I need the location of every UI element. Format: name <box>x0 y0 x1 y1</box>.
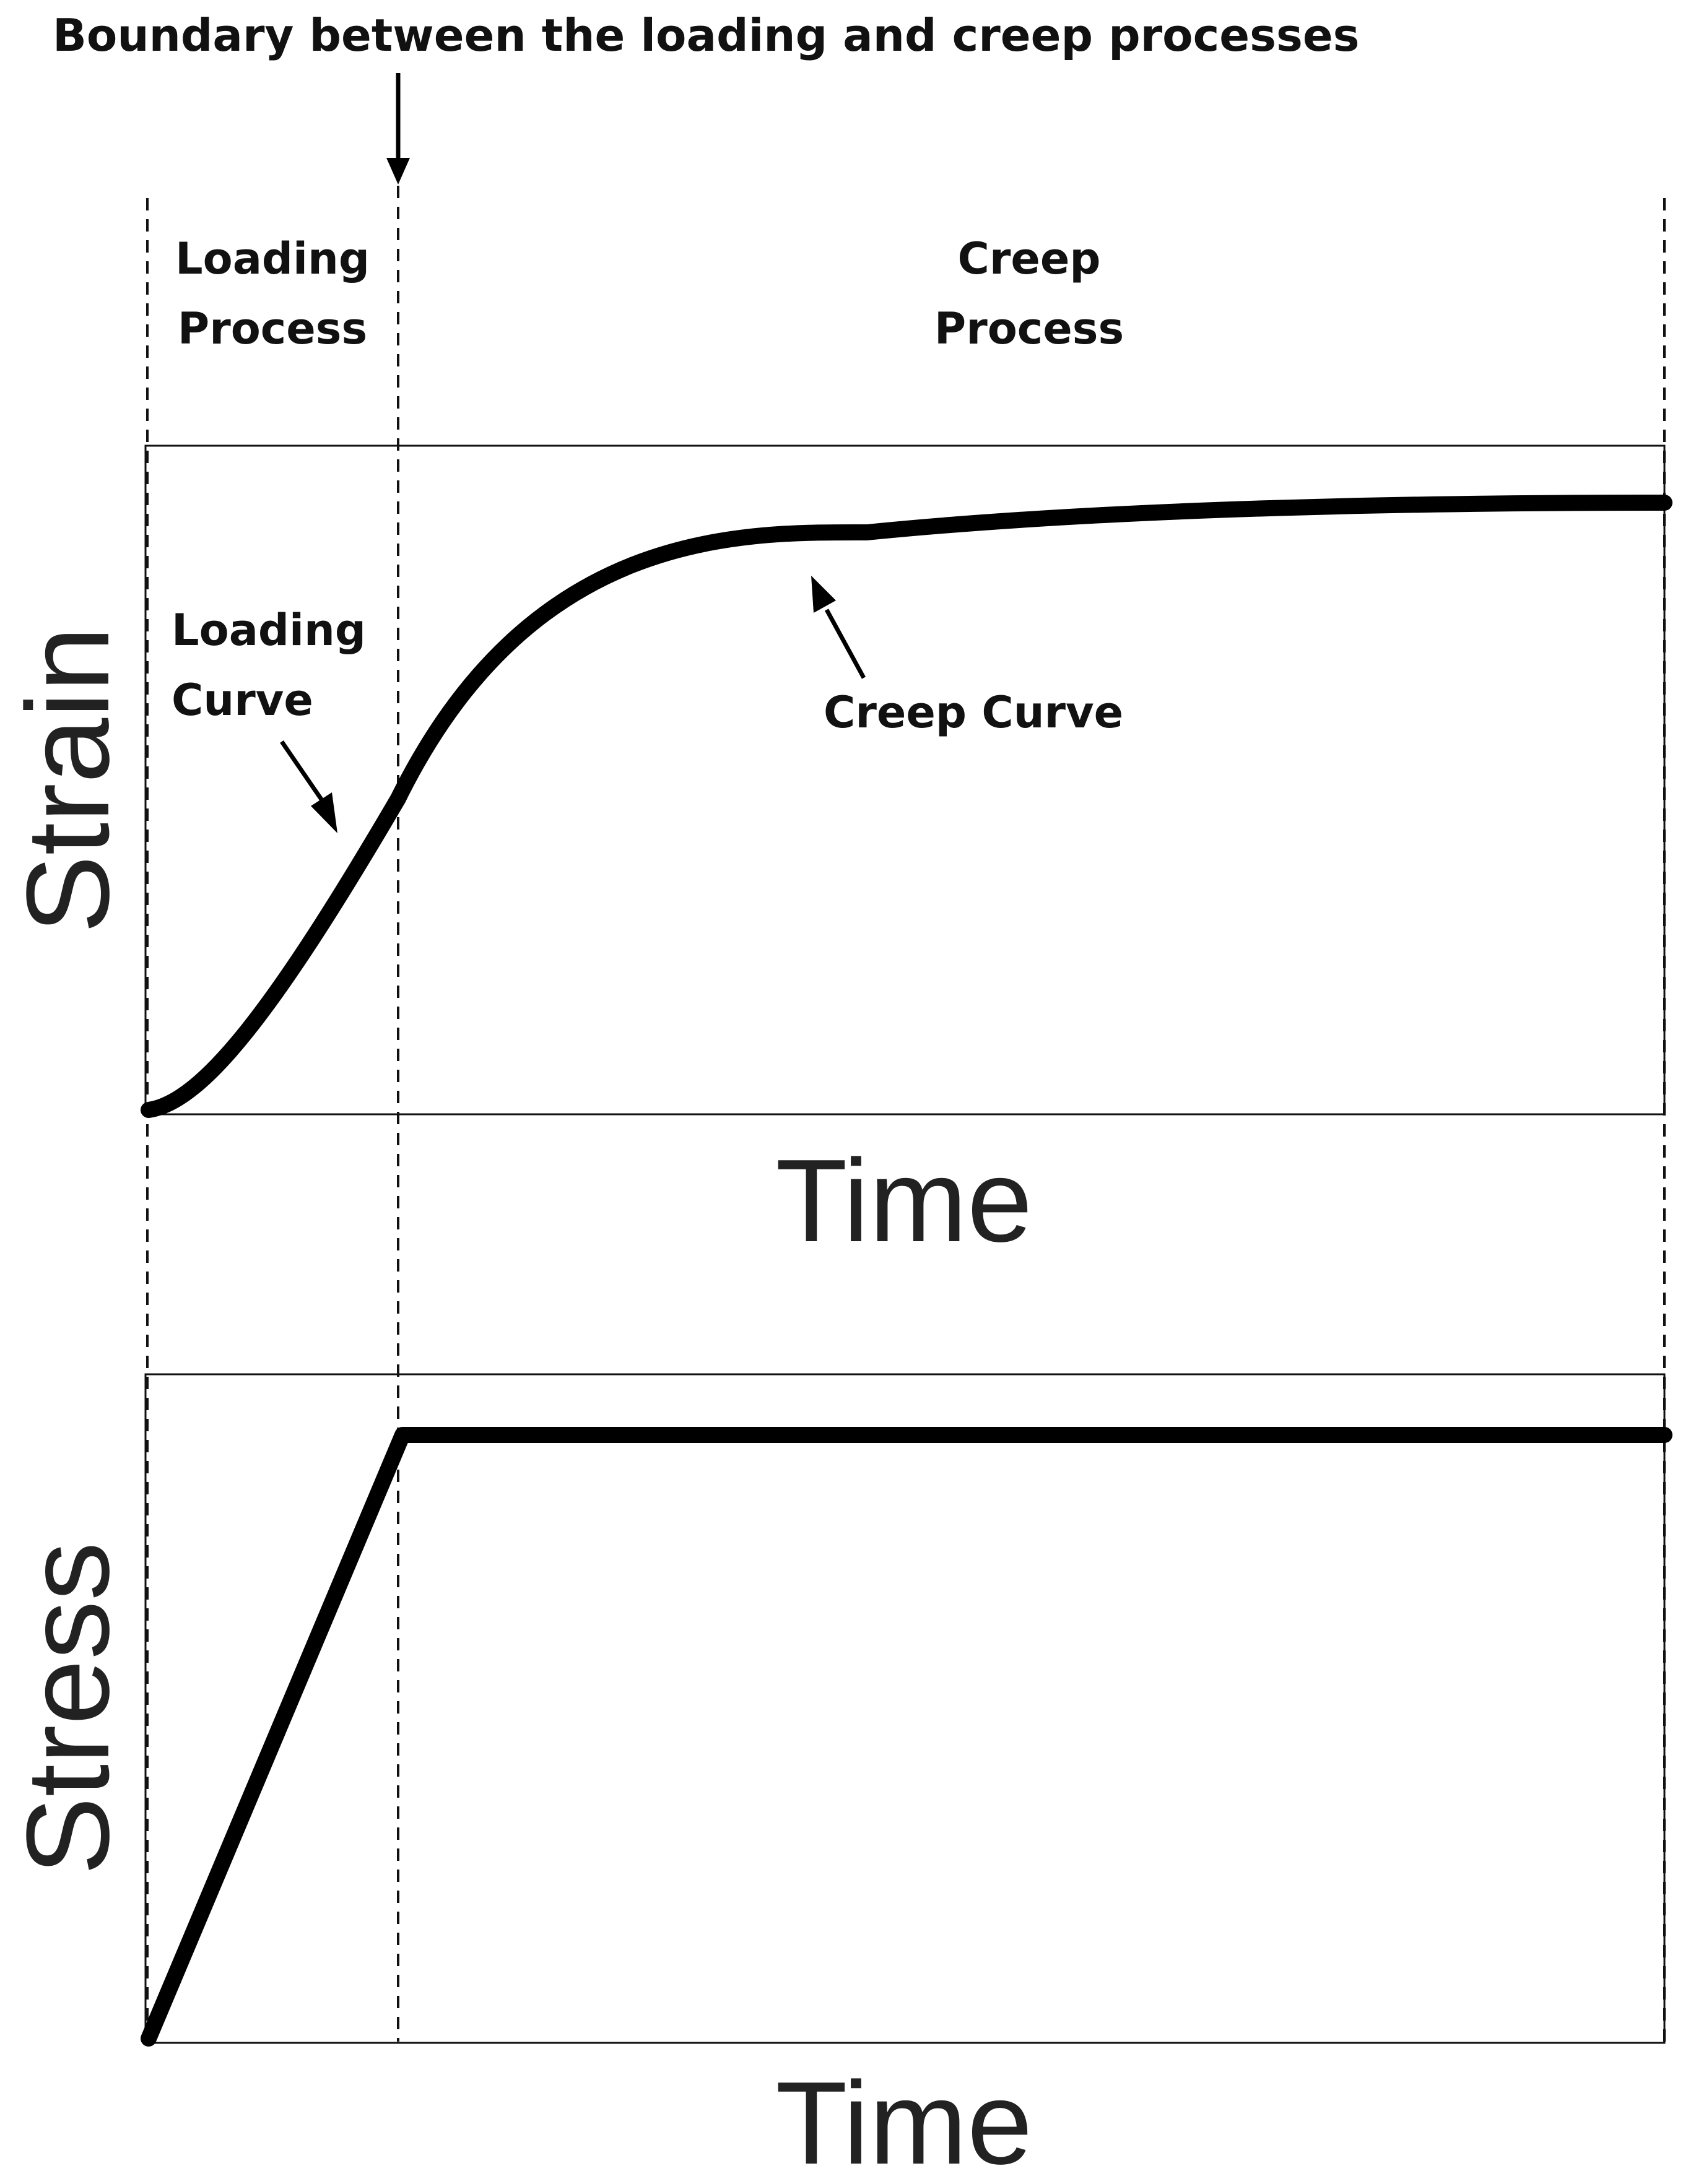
stress-x-axis-label: Time <box>775 2058 1032 2184</box>
boundary-arrow <box>386 73 410 184</box>
diagram-title: Boundary between the loading and creep p… <box>53 9 1360 61</box>
strain-creep-curve <box>390 495 1672 807</box>
creep-process-label: Creep <box>958 233 1101 284</box>
loading-curve-arrow <box>280 740 337 833</box>
creep-curve-arrow <box>811 576 866 679</box>
loading-process-label: Process <box>178 303 367 354</box>
stress-y-axis-label: Stress <box>2 1542 134 1875</box>
loading-curve-label: Loading <box>172 605 366 656</box>
creep-process-label: Process <box>934 303 1124 354</box>
creep-curve-label: Creep Curve <box>824 687 1123 738</box>
strain-y-axis-label: Strain <box>2 626 134 934</box>
loading-process-label: Loading <box>175 233 370 284</box>
strain-x-axis-label: Time <box>775 1135 1032 1267</box>
stress-plot-frame <box>144 1373 1666 2044</box>
stress-curve <box>141 1427 1672 2047</box>
loading-curve-label: Curve <box>172 675 313 726</box>
strain-loading-curve <box>141 791 406 1118</box>
strain-plot-frame <box>144 444 1666 1116</box>
